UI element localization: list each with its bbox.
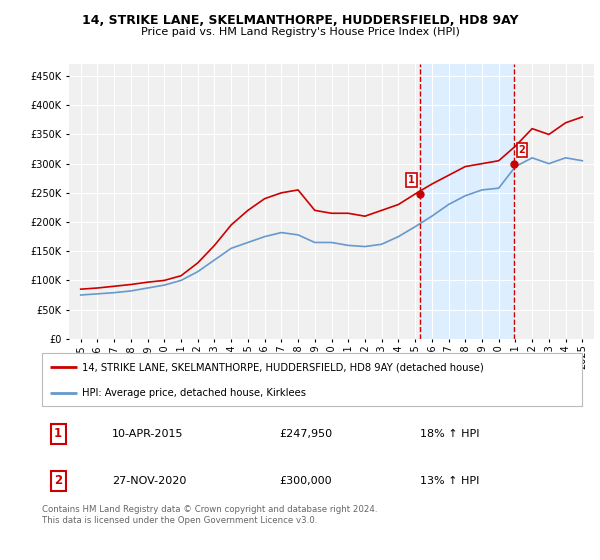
Text: 27-NOV-2020: 27-NOV-2020 <box>112 476 187 486</box>
Text: 14, STRIKE LANE, SKELMANTHORPE, HUDDERSFIELD, HD8 9AY: 14, STRIKE LANE, SKELMANTHORPE, HUDDERSF… <box>82 14 518 27</box>
Text: 14, STRIKE LANE, SKELMANTHORPE, HUDDERSFIELD, HD8 9AY (detached house): 14, STRIKE LANE, SKELMANTHORPE, HUDDERSF… <box>83 362 484 372</box>
Text: 2: 2 <box>54 474 62 487</box>
Text: Contains HM Land Registry data © Crown copyright and database right 2024.
This d: Contains HM Land Registry data © Crown c… <box>42 505 377 525</box>
Text: 18% ↑ HPI: 18% ↑ HPI <box>420 429 479 438</box>
Text: HPI: Average price, detached house, Kirklees: HPI: Average price, detached house, Kirk… <box>83 388 307 398</box>
Bar <box>419 64 514 339</box>
Text: Price paid vs. HM Land Registry's House Price Index (HPI): Price paid vs. HM Land Registry's House … <box>140 27 460 37</box>
Text: 10-APR-2015: 10-APR-2015 <box>112 429 184 438</box>
Text: £247,950: £247,950 <box>280 429 333 438</box>
Text: 1: 1 <box>54 427 62 440</box>
Text: £300,000: £300,000 <box>280 476 332 486</box>
Text: 1: 1 <box>408 175 415 185</box>
Text: 13% ↑ HPI: 13% ↑ HPI <box>420 476 479 486</box>
Text: 2: 2 <box>519 145 526 155</box>
